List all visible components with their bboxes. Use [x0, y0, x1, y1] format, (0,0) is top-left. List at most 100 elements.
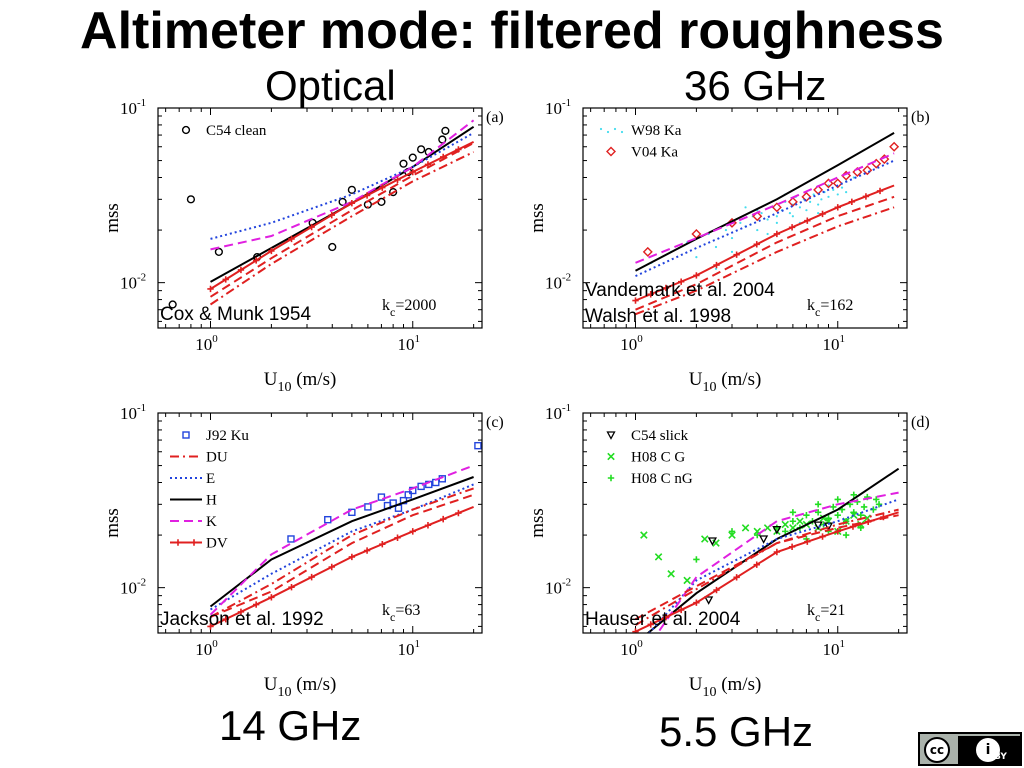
legend-label: E: [206, 471, 215, 487]
series-line-marker: [455, 509, 462, 517]
x-axis-label: U10 (m/s): [689, 369, 762, 395]
series-line-marker: [328, 563, 335, 571]
data-point: [695, 256, 698, 259]
data-point: [873, 496, 880, 503]
series-line-marker: [713, 261, 720, 269]
panel-label: (c): [486, 414, 504, 431]
x-axis-label: U10 (m/s): [264, 674, 337, 700]
data-point: [820, 198, 823, 201]
data-point: [789, 509, 797, 516]
series-line: [210, 125, 475, 283]
x-tick-label: 101: [822, 638, 845, 659]
data-point: [796, 517, 804, 526]
series-line-marker: [439, 153, 447, 161]
series-line-marker: [773, 230, 781, 238]
x-tick-label: 100: [195, 333, 218, 354]
data-point: [417, 482, 425, 491]
series-line-marker: [222, 615, 229, 623]
kc-annotation: kc=162: [807, 297, 853, 319]
legend-label: C54 slick: [631, 428, 689, 444]
data-point: [741, 524, 750, 532]
data-point: [813, 521, 823, 531]
series-line: [209, 142, 475, 298]
data-point: [798, 206, 802, 209]
data-point: [775, 221, 778, 224]
data-point: [817, 203, 820, 206]
legend-label: K: [206, 514, 217, 530]
series-line-marker: [268, 594, 275, 601]
slide-title: Altimeter mode: filtered roughness: [80, 2, 944, 60]
data-point: [338, 197, 347, 206]
panel-label: (d): [911, 414, 930, 431]
series-line-marker: [876, 187, 884, 195]
y-axis-label: mss: [102, 508, 123, 538]
series-line-marker: [237, 608, 245, 616]
series-line-marker: [439, 515, 447, 523]
data-point: [803, 511, 810, 519]
data-point: [700, 535, 709, 543]
legend-marker: [607, 452, 615, 461]
plot-frame: [157, 107, 483, 329]
data-point: [805, 209, 808, 212]
series-line-marker: [804, 217, 811, 224]
data-point: [730, 250, 734, 253]
source-note: Cox & Munk 1954: [160, 304, 311, 325]
series-line: [635, 152, 895, 264]
data-point: [324, 515, 332, 524]
legend-label: H: [206, 493, 217, 509]
x-tick-label: 101: [397, 333, 420, 354]
data-point: [836, 193, 839, 196]
data-point: [730, 236, 734, 240]
data-point: [787, 196, 798, 207]
data-point: [214, 247, 223, 256]
cc-license-badge[interactable]: cc i BY: [918, 732, 1022, 766]
data-point: [642, 246, 653, 257]
caption-optical: Optical: [265, 62, 396, 109]
kc-annotation: kc=2000: [382, 297, 436, 319]
series-line-marker: [819, 210, 826, 218]
data-point: [474, 441, 482, 450]
data-point: [759, 535, 769, 544]
chart-panel-d: 100 101 10-1 10-2 U10 (m/s) mss (d) kc=21 Hauser…: [527, 402, 930, 700]
data-point: [857, 524, 864, 532]
source-note-2: Walsh et al. 1998: [585, 306, 731, 327]
data-point: [852, 176, 855, 179]
data-point: [840, 186, 844, 189]
legend-marker: [599, 127, 603, 131]
data-point: [683, 576, 691, 585]
legend-label: J92 Ku: [206, 428, 249, 444]
plot-series: [168, 119, 475, 309]
series-line-marker: [207, 623, 214, 630]
y-axis-label: mss: [102, 203, 123, 233]
panel-label: (b): [911, 109, 930, 126]
data-point: [834, 496, 841, 503]
series-line-marker: [662, 284, 670, 292]
legend-label: C54 clean: [206, 123, 267, 139]
series-line-marker: [252, 601, 260, 608]
data-point: [408, 153, 417, 162]
series-line: [635, 195, 895, 311]
legend-marker: [606, 146, 616, 157]
data-point: [364, 503, 372, 511]
plot-frame: [157, 412, 483, 634]
data-point: [771, 202, 782, 213]
data-point: [788, 212, 792, 215]
series-line: [635, 514, 899, 621]
panel-label: (a): [486, 109, 504, 126]
series-line-marker: [288, 235, 295, 243]
x-axis-label: U10 (m/s): [689, 674, 762, 700]
data-point: [377, 493, 386, 501]
series-line-marker: [880, 513, 887, 521]
series-line-marker: [409, 168, 416, 176]
data-point: [704, 596, 714, 605]
legend-label: V04 Ka: [631, 145, 678, 161]
data-point: [772, 525, 782, 535]
series-line: [656, 491, 899, 633]
legend-marker: [174, 539, 182, 546]
series-line-marker: [424, 161, 432, 168]
series-line-marker: [677, 278, 685, 285]
legend-label: H08 C G: [631, 450, 685, 466]
y-tick-label: 10-1: [545, 97, 571, 118]
data-point: [739, 221, 742, 224]
data-point: [814, 501, 822, 508]
